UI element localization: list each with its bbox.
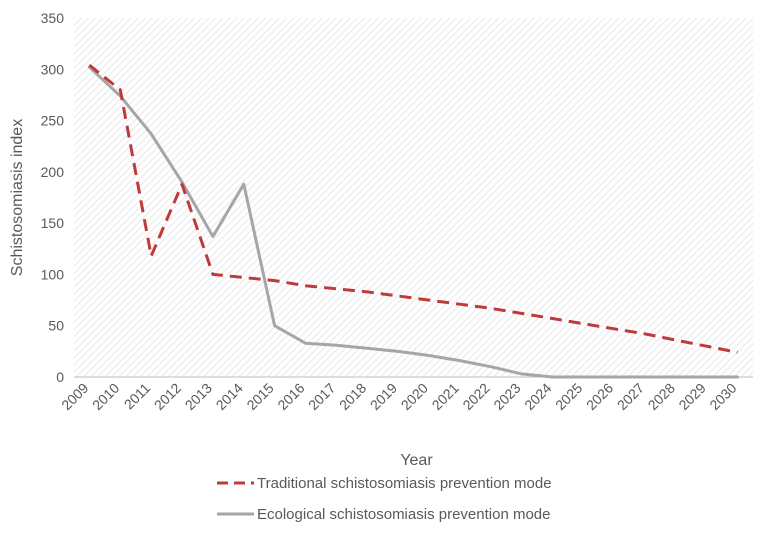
x-tick-label: 2017 [305,380,338,413]
legend-label-ecological: Ecological schistosomiasis prevention mo… [257,506,550,523]
y-tick-label: 350 [41,10,65,26]
legend: Traditional schistosomiasis prevention m… [217,475,552,523]
x-tick-label: 2030 [706,380,739,413]
x-tick-label: 2015 [243,380,276,413]
x-tick-label: 2026 [583,380,616,413]
legend-item-ecological: Ecological schistosomiasis prevention mo… [217,506,550,523]
x-tick-label: 2023 [490,380,523,413]
y-tick-label: 250 [41,113,65,129]
x-tick-label: 2016 [274,380,307,413]
x-tick-label: 2021 [429,380,462,413]
x-tick-label: 2022 [459,380,492,413]
y-axis: 0 50 100 150 200 250 300 350 [41,10,65,385]
x-tick-label: 2025 [552,380,585,413]
y-tick-label: 300 [41,61,65,77]
y-tick-label: 100 [41,266,65,282]
x-tick-label: 2010 [89,380,122,413]
x-axis: 2009201020112012201320142015201620172018… [58,376,753,413]
x-axis-title: Year [400,452,433,469]
series-line-traditional [88,64,738,354]
legend-label-traditional: Traditional schistosomiasis prevention m… [257,475,552,492]
series-line-ecological [87,65,740,379]
y-axis-title: Schistosomiasis index [9,119,26,276]
plot-area [74,18,753,377]
x-tick-label: 2018 [336,380,369,413]
y-tick-label: 50 [48,318,64,334]
x-tick-label: 2028 [645,380,678,413]
x-tick-label: 2011 [121,380,154,413]
x-tick-label: 2012 [151,380,184,413]
y-tick-label: 0 [56,369,64,385]
y-tick-label: 150 [41,215,65,231]
x-tick-label: 2014 [213,380,246,413]
x-tick-label: 2027 [614,380,647,413]
series-layer [87,64,740,379]
x-tick-label: 2013 [182,380,215,413]
y-tick-label: 200 [41,164,65,180]
legend-item-traditional: Traditional schistosomiasis prevention m… [217,475,552,492]
x-tick-label: 2019 [367,380,400,413]
x-tick-label: 2029 [675,380,708,413]
x-tick-label: 2024 [521,380,554,413]
x-tick-label: 2020 [398,380,431,413]
